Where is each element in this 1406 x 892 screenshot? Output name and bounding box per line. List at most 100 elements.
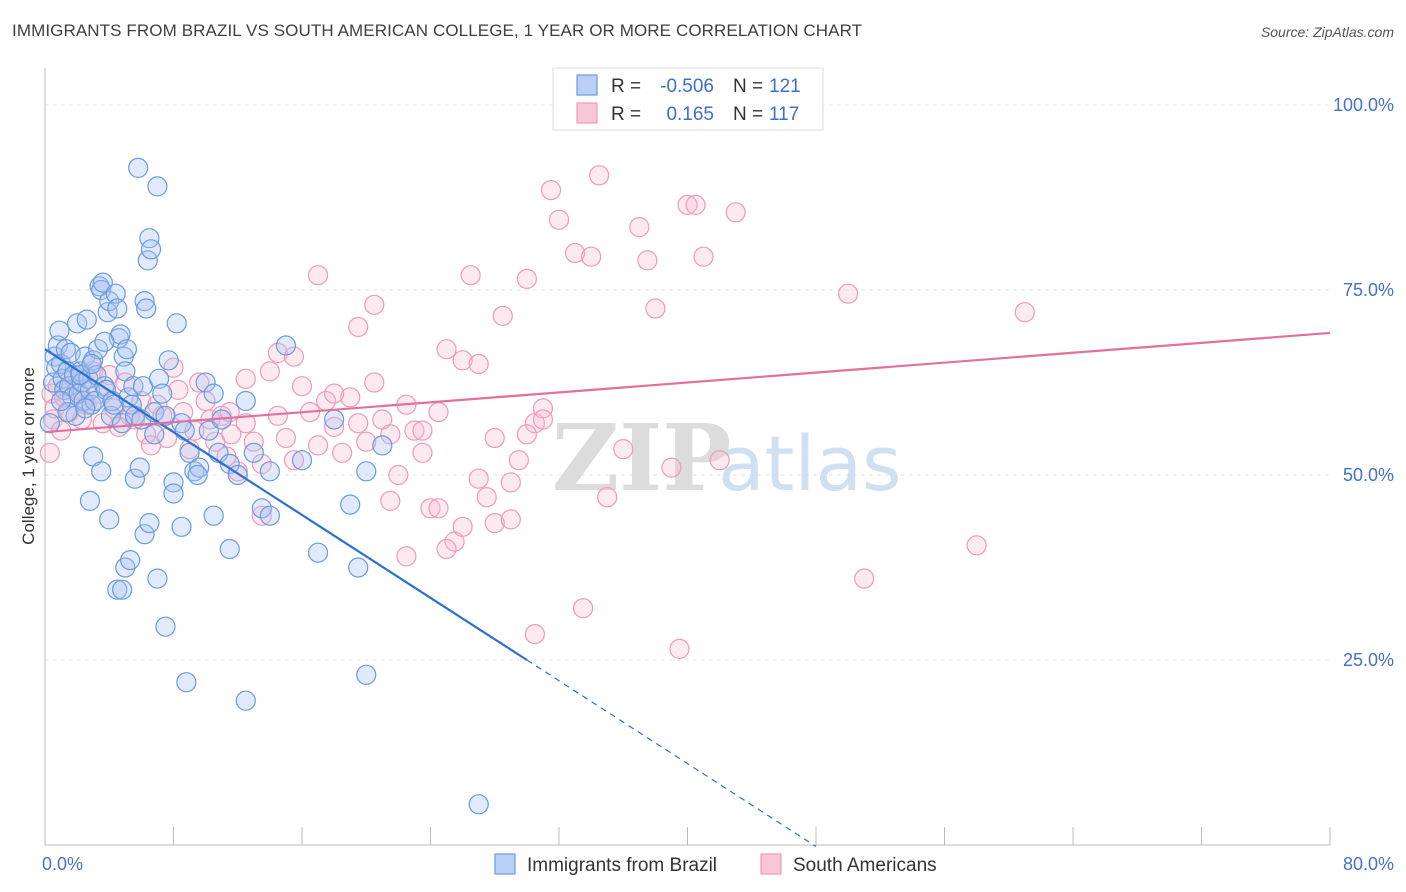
scatter-point	[388, 464, 409, 486]
scatter-point	[524, 623, 546, 645]
scatter-point	[152, 383, 173, 404]
scatter-point	[235, 390, 256, 412]
scatter-point	[468, 468, 489, 489]
scatter-point	[79, 490, 101, 511]
chart-source: Source: ZipAtlas.com	[1260, 24, 1394, 40]
scatter-point	[661, 457, 682, 478]
trend-line-south-americans	[44, 331, 1331, 434]
scatter-point	[340, 494, 361, 515]
series-legend-swatch-south-americans	[760, 853, 782, 875]
scatter-point	[364, 294, 385, 315]
scatter-point	[291, 376, 313, 397]
scatter-point	[39, 413, 60, 434]
scatter-point	[324, 416, 345, 437]
scatter-point	[372, 435, 393, 456]
scatter-point	[219, 453, 240, 474]
series-legend-swatch-brazil	[494, 853, 516, 875]
scatter-point	[452, 350, 473, 371]
scatter-point	[340, 387, 361, 408]
scatter-point	[428, 498, 449, 519]
scatter-point	[163, 472, 184, 493]
watermark-atlas: atlas	[718, 419, 902, 508]
scatter-point	[283, 346, 305, 367]
scatter-point	[100, 405, 121, 426]
series-south-americans	[39, 165, 1035, 660]
series-legend-label-brazil: Immigrants from Brazil	[527, 855, 717, 876]
scatter-point	[966, 535, 987, 556]
scatter-point	[693, 246, 714, 267]
scatter-point	[356, 664, 377, 685]
scatter-point	[81, 353, 102, 375]
scatter-point	[198, 420, 219, 441]
y-tick-label: 75.0%	[1343, 280, 1394, 300]
x-ticks	[44, 827, 1331, 845]
scatter-point	[267, 405, 289, 426]
scatter-point	[428, 402, 449, 423]
scatter-point	[189, 457, 210, 478]
scatter-point	[251, 453, 272, 474]
scatter-point	[189, 372, 210, 393]
scatter-point	[364, 372, 385, 393]
scatter-point	[629, 217, 650, 238]
scatter-point	[140, 239, 162, 260]
scatter-point	[324, 383, 345, 404]
scatter-point	[107, 298, 128, 319]
scatter-point	[171, 516, 192, 537]
scatter-point	[597, 487, 618, 508]
scatter-point	[144, 424, 165, 445]
scatter-point	[168, 379, 189, 400]
scatter-point	[50, 390, 72, 412]
scatter-point	[120, 549, 141, 571]
legend-n-value-2: 117	[769, 104, 799, 125]
scatter-point	[283, 450, 305, 471]
scatter-point	[468, 353, 489, 375]
scatter-point	[148, 368, 170, 389]
scatter-point	[267, 342, 289, 363]
scatter-point	[532, 409, 554, 430]
scatter-point	[532, 398, 554, 419]
scatter-point	[134, 524, 155, 545]
scatter-point	[174, 420, 195, 441]
scatter-point	[396, 546, 417, 567]
scatter-point	[221, 424, 242, 445]
scatter-point	[637, 250, 658, 271]
scatter-point	[669, 638, 690, 660]
series-legend-label-south-americans: South Americans	[793, 855, 937, 876]
scatter-point	[139, 512, 160, 534]
scatter-point	[116, 339, 138, 360]
scatter-point	[307, 265, 329, 286]
series-immigrants-from-brazil	[39, 157, 489, 815]
scatter-point	[129, 457, 150, 478]
scatter-point	[348, 413, 369, 434]
legend-n-value-1: 121	[769, 76, 801, 97]
scatter-point	[572, 598, 594, 619]
scatter-point	[176, 672, 197, 693]
legend-swatch-south-americans	[576, 102, 598, 124]
legend-r-label-1: R =	[611, 76, 641, 97]
series-legend: Immigrants from Brazil South Americans	[494, 853, 937, 876]
legend-r-value-1: -0.506	[660, 76, 714, 97]
scatter-point	[219, 538, 240, 560]
scatter-point	[124, 468, 146, 489]
scatter-point	[348, 557, 369, 578]
scatter-point	[81, 394, 102, 415]
scatter-point	[476, 487, 497, 508]
scatter-point	[356, 461, 377, 482]
scatter-point	[203, 505, 224, 526]
scatter-point	[275, 427, 297, 449]
chart-title: IMMIGRANTS FROM BRAZIL VS SOUTH AMERICAN…	[12, 21, 863, 40]
scatter-point	[500, 509, 521, 530]
legend-swatch-brazil	[576, 74, 598, 96]
y-tick-label: 100.0%	[1333, 95, 1394, 115]
scatter-point	[452, 516, 473, 537]
scatter-point	[187, 464, 208, 486]
scatter-point	[57, 402, 78, 423]
scatter-point	[155, 616, 176, 637]
stats-legend-box	[552, 67, 824, 131]
scatter-point	[163, 483, 184, 504]
scatter-point	[203, 383, 224, 404]
scatter-point	[251, 498, 272, 519]
scatter-point	[348, 316, 369, 338]
scatter-point	[1014, 302, 1035, 323]
